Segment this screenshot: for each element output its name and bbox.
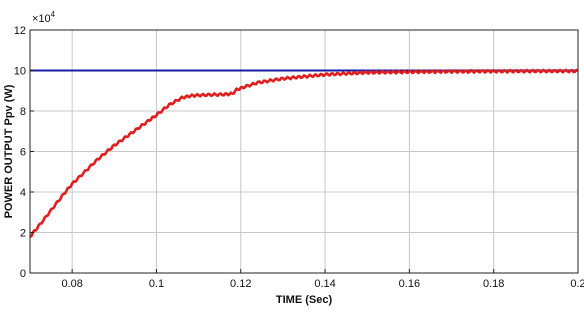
y-multiplier-base: ×10: [32, 13, 51, 25]
x-tick-label: 0.08: [61, 278, 82, 290]
y-tick-label: 8: [20, 106, 26, 118]
y-multiplier-exponent: 4: [51, 10, 56, 19]
x-tick-label: 0.16: [399, 278, 420, 290]
y-tick-label: 10: [14, 66, 26, 78]
x-axis-label: TIME (Sec): [276, 294, 333, 306]
y-tick-label: 4: [20, 187, 26, 199]
grid: [30, 29, 579, 274]
y-axis-label: POWER OUTPUT Ppv (W): [3, 84, 15, 218]
x-tick-label: 0.12: [230, 278, 251, 290]
power-output-line: [29, 68, 579, 238]
y-multiplier-label: ×104: [32, 10, 56, 25]
x-tick-label: 0.18: [483, 278, 504, 290]
series-layer: [29, 68, 579, 238]
y-tick-label: 6: [20, 147, 26, 159]
x-tick-label: 0.1: [149, 278, 164, 290]
y-tick-label: 2: [20, 228, 26, 240]
y-tick-label: 0: [20, 268, 26, 280]
x-tick-label: 0.14: [314, 278, 335, 290]
x-tick-label: 0.2: [570, 278, 584, 290]
tick-labels: 0.08 0.1 0.12 0.14 0.16 0.18 0.2 0 2 4 6 8 10 12: [14, 25, 584, 290]
y-tick-label: 12: [14, 25, 26, 37]
